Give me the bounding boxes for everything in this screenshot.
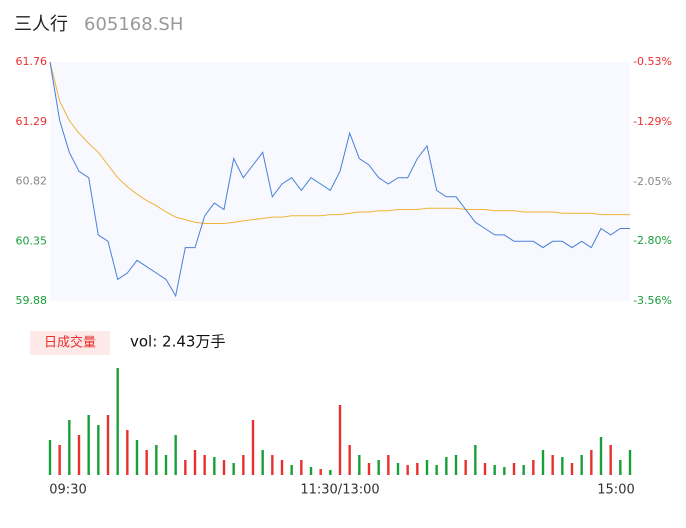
volume-bar xyxy=(590,450,593,475)
price-line xyxy=(49,61,630,298)
volume-bar xyxy=(280,460,284,475)
volume-bar xyxy=(203,455,206,475)
volume-bar xyxy=(512,463,516,475)
volume-bar xyxy=(532,460,535,475)
volume-title: vol: 2.43万手 xyxy=(130,333,225,351)
volume-bar xyxy=(551,455,554,475)
volume-bar xyxy=(599,437,603,475)
volume-bar xyxy=(242,455,245,475)
volume-bar xyxy=(464,460,467,475)
stock-name: 三人行 xyxy=(14,14,68,35)
volume-bar xyxy=(68,420,71,475)
price-line xyxy=(49,61,630,224)
y-tick-label: 59.88 xyxy=(16,294,48,307)
volume-button-label[interactable]: 日成交量 xyxy=(44,335,96,351)
volume-bar xyxy=(541,450,545,475)
volume-bar xyxy=(222,460,226,475)
volume-bar xyxy=(609,445,612,475)
volume-bar xyxy=(425,460,429,475)
volume-bar xyxy=(483,463,487,475)
volume-bar xyxy=(387,455,390,475)
volume-bar xyxy=(435,465,438,475)
volume-bar xyxy=(377,460,380,475)
y2-tick-label: -0.53% xyxy=(633,55,672,68)
volume-bar xyxy=(619,460,622,475)
y2-tick-label: -2.05% xyxy=(633,175,672,188)
y-tick-label: 61.29 xyxy=(16,115,48,128)
volume-bar xyxy=(300,460,303,475)
volume-button[interactable] xyxy=(30,331,110,355)
y2-tick-label: -2.80% xyxy=(633,234,672,247)
volume-bar xyxy=(580,455,583,475)
volume-bar xyxy=(232,463,235,475)
volume-bar xyxy=(126,430,129,475)
volume-bar xyxy=(338,405,342,475)
volume-bar xyxy=(271,455,274,475)
y-tick-label: 60.82 xyxy=(16,175,48,188)
volume-bar xyxy=(348,445,351,475)
volume-bar xyxy=(58,445,61,475)
volume-bar xyxy=(193,450,197,475)
volume-bar xyxy=(570,463,574,475)
volume-bar xyxy=(445,457,448,475)
volume-bar xyxy=(319,469,322,475)
x-tick-label: 09:30 xyxy=(49,483,86,498)
volume-bar xyxy=(48,440,52,475)
volume-bar xyxy=(77,435,81,475)
volume-bar xyxy=(116,368,119,475)
volume-bar xyxy=(367,463,371,475)
volume-bar xyxy=(454,455,458,475)
volume-bar xyxy=(561,457,564,475)
volume-bar xyxy=(628,450,632,475)
volume-bar xyxy=(184,460,187,475)
volume-bar xyxy=(290,465,293,475)
stock-code: 605168.SH xyxy=(84,14,183,35)
volume-bar xyxy=(174,435,177,475)
volume-bar xyxy=(97,425,100,475)
y2-tick-label: -3.56% xyxy=(633,294,672,307)
volume-bar xyxy=(251,420,255,475)
y-tick-label: 61.76 xyxy=(16,55,48,68)
x-tick-label: 11:30/13:00 xyxy=(300,483,379,498)
plot-background xyxy=(50,62,630,301)
volume-bar xyxy=(155,445,158,475)
volume-bar xyxy=(474,445,477,475)
volume-bar xyxy=(213,457,216,475)
volume-bar xyxy=(358,455,361,475)
volume-bar xyxy=(164,455,168,475)
volume-bar xyxy=(503,467,506,475)
volume-bar xyxy=(87,415,90,475)
volume-bar xyxy=(493,465,496,475)
volume-bar xyxy=(261,450,264,475)
volume-bar xyxy=(406,465,409,475)
y2-tick-label: -1.29% xyxy=(633,115,672,128)
volume-bar xyxy=(396,463,400,475)
volume-bar xyxy=(106,415,110,475)
y-tick-label: 60.35 xyxy=(16,234,48,247)
volume-bar xyxy=(522,465,525,475)
volume-bar xyxy=(309,467,313,475)
volume-bar xyxy=(416,463,419,475)
x-tick-label: 15:00 xyxy=(597,483,634,498)
volume-bar xyxy=(145,450,148,475)
volume-bar xyxy=(329,470,332,475)
volume-bar xyxy=(135,440,139,475)
